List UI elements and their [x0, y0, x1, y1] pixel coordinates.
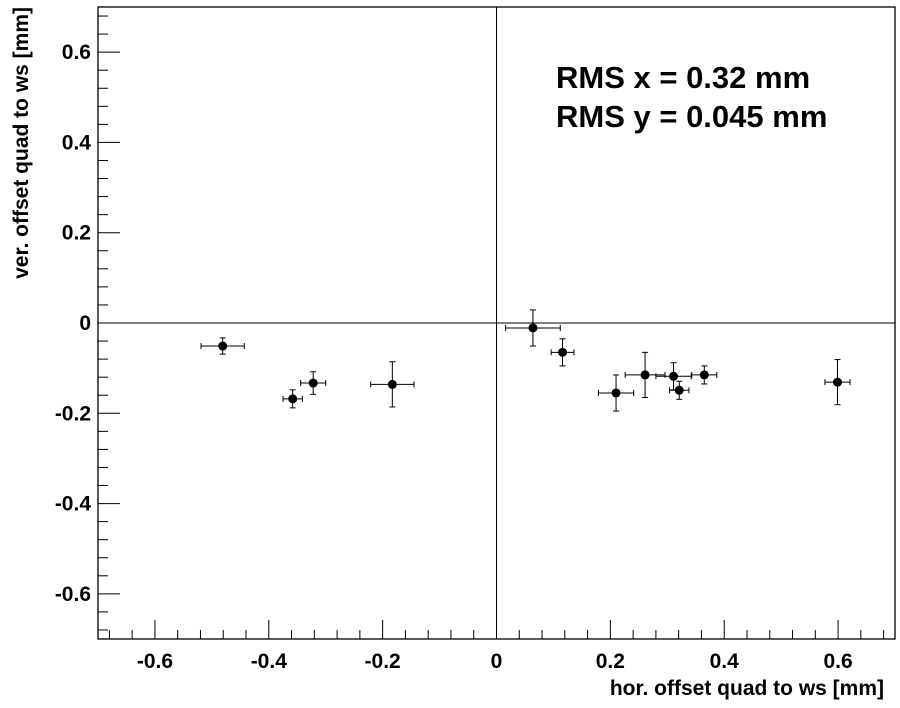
y-tick-label: 0.4 — [62, 131, 92, 154]
point-marker — [288, 394, 298, 404]
x-tick-label: -0.2 — [365, 650, 401, 673]
point-marker — [669, 371, 679, 381]
data-points — [200, 309, 851, 412]
data-point — [505, 309, 561, 347]
point-marker — [528, 323, 538, 333]
y-tick-label: 0 — [79, 312, 91, 335]
point-marker — [674, 385, 684, 395]
data-point — [624, 351, 666, 398]
data-point — [200, 337, 245, 355]
point-marker — [308, 378, 318, 388]
data-point — [824, 359, 851, 406]
rms-y-annotation: RMS y = 0.045 mm — [556, 99, 827, 134]
data-point — [300, 371, 327, 395]
data-point — [669, 380, 690, 400]
data-point — [370, 361, 415, 408]
data-point — [597, 374, 635, 412]
y-tick-label: -0.4 — [55, 493, 92, 516]
y-axis-label: ver. offset quad to ws [mm] — [10, 7, 33, 279]
y-axis-ticks — [98, 15, 120, 631]
x-tick-label: 0.6 — [823, 650, 852, 673]
reference-lines — [98, 7, 895, 639]
x-axis-ticks — [108, 620, 885, 639]
data-point — [282, 389, 303, 409]
point-marker — [611, 388, 621, 398]
x-tick-label: 0.2 — [596, 650, 625, 673]
point-marker — [387, 379, 397, 389]
y-tick-label: 0.2 — [62, 222, 91, 245]
point-marker — [699, 370, 709, 380]
x-axis-label: hor. offset quad to ws [mm] — [610, 677, 884, 700]
y-tick-labels: -0.6 -0.4 -0.2 0 0.2 0.4 0.6 — [55, 41, 92, 606]
rms-x-annotation: RMS x = 0.32 mm — [556, 60, 810, 95]
point-marker — [218, 341, 228, 351]
data-point — [550, 338, 575, 367]
y-tick-label: -0.6 — [55, 583, 91, 606]
x-tick-label: -0.6 — [137, 650, 173, 673]
data-point — [655, 362, 692, 391]
point-marker — [558, 347, 568, 357]
x-tick-labels: -0.6 -0.4 -0.2 0 0.2 0.4 0.6 — [137, 650, 853, 673]
point-marker — [833, 377, 843, 387]
data-point — [691, 365, 718, 385]
x-tick-label: 0.4 — [710, 650, 740, 673]
x-tick-label: -0.4 — [251, 650, 288, 673]
x-tick-label: 0 — [491, 650, 503, 673]
y-tick-label: 0.6 — [62, 41, 91, 64]
y-tick-label: -0.2 — [55, 402, 91, 425]
point-marker — [640, 370, 650, 380]
